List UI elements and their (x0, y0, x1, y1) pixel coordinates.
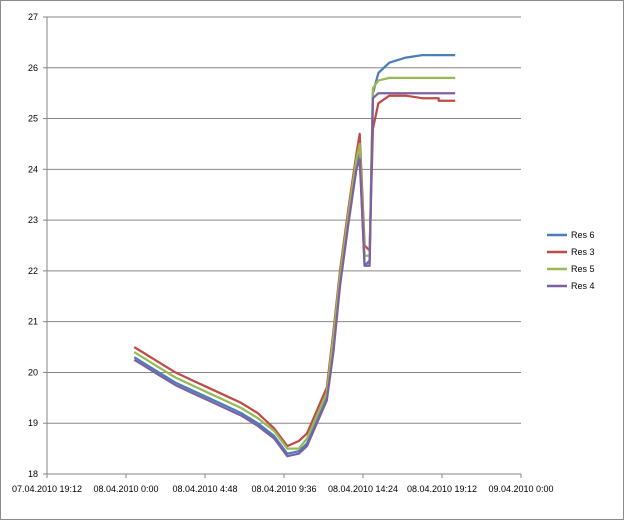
y-tick-label: 20 (28, 367, 38, 377)
y-tick-label: 24 (28, 164, 38, 174)
x-tick-label: 09.04.2010 0:00 (488, 484, 553, 494)
series-line-res-4 (133, 92, 456, 458)
x-tick-label: 08.04.2010 4:48 (172, 484, 237, 494)
y-tick-label: 23 (28, 215, 38, 225)
x-tick-label: 08.04.2010 9:36 (251, 484, 316, 494)
x-tick-label: 07.04.2010 19:12 (12, 484, 82, 494)
x-tick-labels: 07.04.2010 19:12 08.04.2010 0:00 08.04.201… (12, 484, 554, 494)
y-tick-labels: 18 19 20 21 22 23 24 25 26 27 (28, 12, 38, 479)
gridlines (47, 16, 521, 424)
axes (43, 16, 522, 478)
legend: Res 6 Res 3 Res 5 Res 4 (547, 230, 595, 291)
x-tick-label: 08.04.2010 19:12 (407, 484, 477, 494)
y-tick-label: 26 (28, 63, 38, 73)
legend-label: Res 4 (571, 281, 595, 291)
y-tick-label: 18 (28, 469, 38, 479)
legend-label: Res 5 (571, 264, 595, 274)
y-tick-label: 27 (28, 12, 38, 22)
x-tick-label: 08.04.2010 14:24 (328, 484, 398, 494)
series-line-res-5 (133, 76, 456, 450)
y-tick-label: 21 (28, 317, 38, 327)
series-lines (133, 53, 456, 458)
y-tick-label: 25 (28, 114, 38, 124)
legend-label: Res 3 (571, 247, 595, 257)
x-tick-label: 08.04.2010 0:00 (93, 484, 158, 494)
y-tick-label: 19 (28, 418, 38, 428)
series-line-res-6 (133, 53, 456, 455)
y-tick-label: 22 (28, 266, 38, 276)
legend-label: Res 6 (571, 230, 595, 240)
